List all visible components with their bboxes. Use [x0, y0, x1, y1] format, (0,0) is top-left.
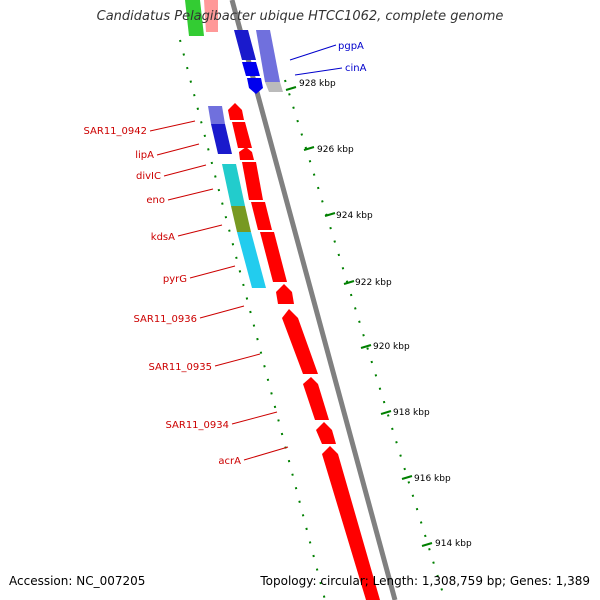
- gene-label-SAR11_0934[interactable]: SAR11_0934: [166, 420, 230, 431]
- gene-cinA[interactable]: [265, 82, 283, 92]
- ruler-label: 922 kbp: [355, 278, 392, 288]
- gene-eno[interactable]: [222, 164, 245, 206]
- gene-label-divIC[interactable]: divIC: [136, 171, 161, 182]
- gene-label-pgpA[interactable]: pgpA: [338, 41, 364, 52]
- gene-blue-3[interactable]: [247, 78, 263, 94]
- ruler-label: 924 kbp: [336, 211, 373, 221]
- leader-SAR11_0936: [199, 305, 245, 319]
- gene-label-SAR11_0942[interactable]: SAR11_0942: [84, 126, 148, 137]
- gene-label-pyrG[interactable]: pyrG: [163, 274, 187, 285]
- inner-dotted-ruler: [179, 39, 326, 600]
- gene-blue-1[interactable]: [234, 30, 256, 60]
- gene-red-10[interactable]: [316, 422, 336, 444]
- gene-pgpA[interactable]: [256, 30, 280, 82]
- gene-label-eno[interactable]: eno: [146, 195, 165, 206]
- gene-lipA[interactable]: [211, 124, 232, 154]
- gene-red-11[interactable]: [322, 446, 380, 600]
- leader-lipA: [156, 143, 200, 156]
- gene-red-5[interactable]: [251, 202, 272, 230]
- ruler-label: 916 kbp: [414, 474, 451, 484]
- ruler-label: 918 kbp: [393, 408, 430, 418]
- outer-dotted-ruler: [284, 79, 446, 600]
- genome-summary-text: Topology: circular; Length: 1,308,759 bp…: [260, 574, 590, 588]
- leader-SAR11_0934: [231, 411, 278, 425]
- gene-red-2[interactable]: [232, 122, 252, 148]
- gene-blue-2[interactable]: [242, 62, 260, 76]
- gene-red-1[interactable]: [228, 103, 244, 120]
- ruler-label: 914 kbp: [435, 539, 472, 549]
- leader-SAR11_0942: [149, 120, 196, 132]
- gene-red-7[interactable]: [276, 284, 294, 304]
- gene-kdsA[interactable]: [231, 206, 251, 232]
- leader-pyrG: [189, 265, 236, 279]
- gene-red-4[interactable]: [242, 162, 263, 200]
- gene-red-8[interactable]: [282, 309, 318, 374]
- gene-pyrG[interactable]: [237, 232, 266, 288]
- ruler-label: 928 kbp: [299, 79, 336, 89]
- map-title: Candidatus Pelagibacter ubique HTCC1062,…: [96, 9, 504, 24]
- gene-label-SAR11_0936[interactable]: SAR11_0936: [134, 314, 198, 325]
- ruler-ticks: [285, 86, 433, 547]
- genome-backbone: [229, 0, 398, 600]
- accession-text: Accession: NC_007205: [9, 574, 146, 588]
- leader-acrA: [243, 446, 289, 461]
- ruler-label: 926 kbp: [317, 145, 354, 155]
- leader-SAR11_0935: [214, 353, 261, 367]
- gene-label-lipA[interactable]: lipA: [135, 150, 154, 161]
- leader-divIC: [163, 164, 207, 177]
- gene-label-kdsA[interactable]: kdsA: [151, 232, 175, 243]
- leader-eno: [167, 188, 214, 201]
- gene-labels: pgpA cinA SAR11_0942 lipA divIC eno kdsA…: [84, 41, 367, 467]
- gene-label-SAR11_0935[interactable]: SAR11_0935: [149, 362, 213, 373]
- gene-partial-pink[interactable]: [204, 0, 218, 32]
- ruler-label: 920 kbp: [373, 342, 410, 352]
- gene-SAR11_0942[interactable]: [208, 106, 225, 124]
- gene-label-cinA[interactable]: cinA: [345, 63, 367, 74]
- leader-kdsA: [177, 224, 223, 237]
- gene-partial-green[interactable]: [185, 0, 204, 36]
- gene-red-3[interactable]: [239, 147, 254, 160]
- gene-label-acrA[interactable]: acrA: [218, 456, 241, 467]
- gene-red-9[interactable]: [303, 377, 329, 420]
- leader-cinA: [294, 67, 343, 76]
- gene-red-6[interactable]: [260, 232, 287, 282]
- ruler-labels: 928 kbp 926 kbp 924 kbp 922 kbp 920 kbp …: [299, 79, 472, 549]
- leader-pgpA: [289, 44, 337, 61]
